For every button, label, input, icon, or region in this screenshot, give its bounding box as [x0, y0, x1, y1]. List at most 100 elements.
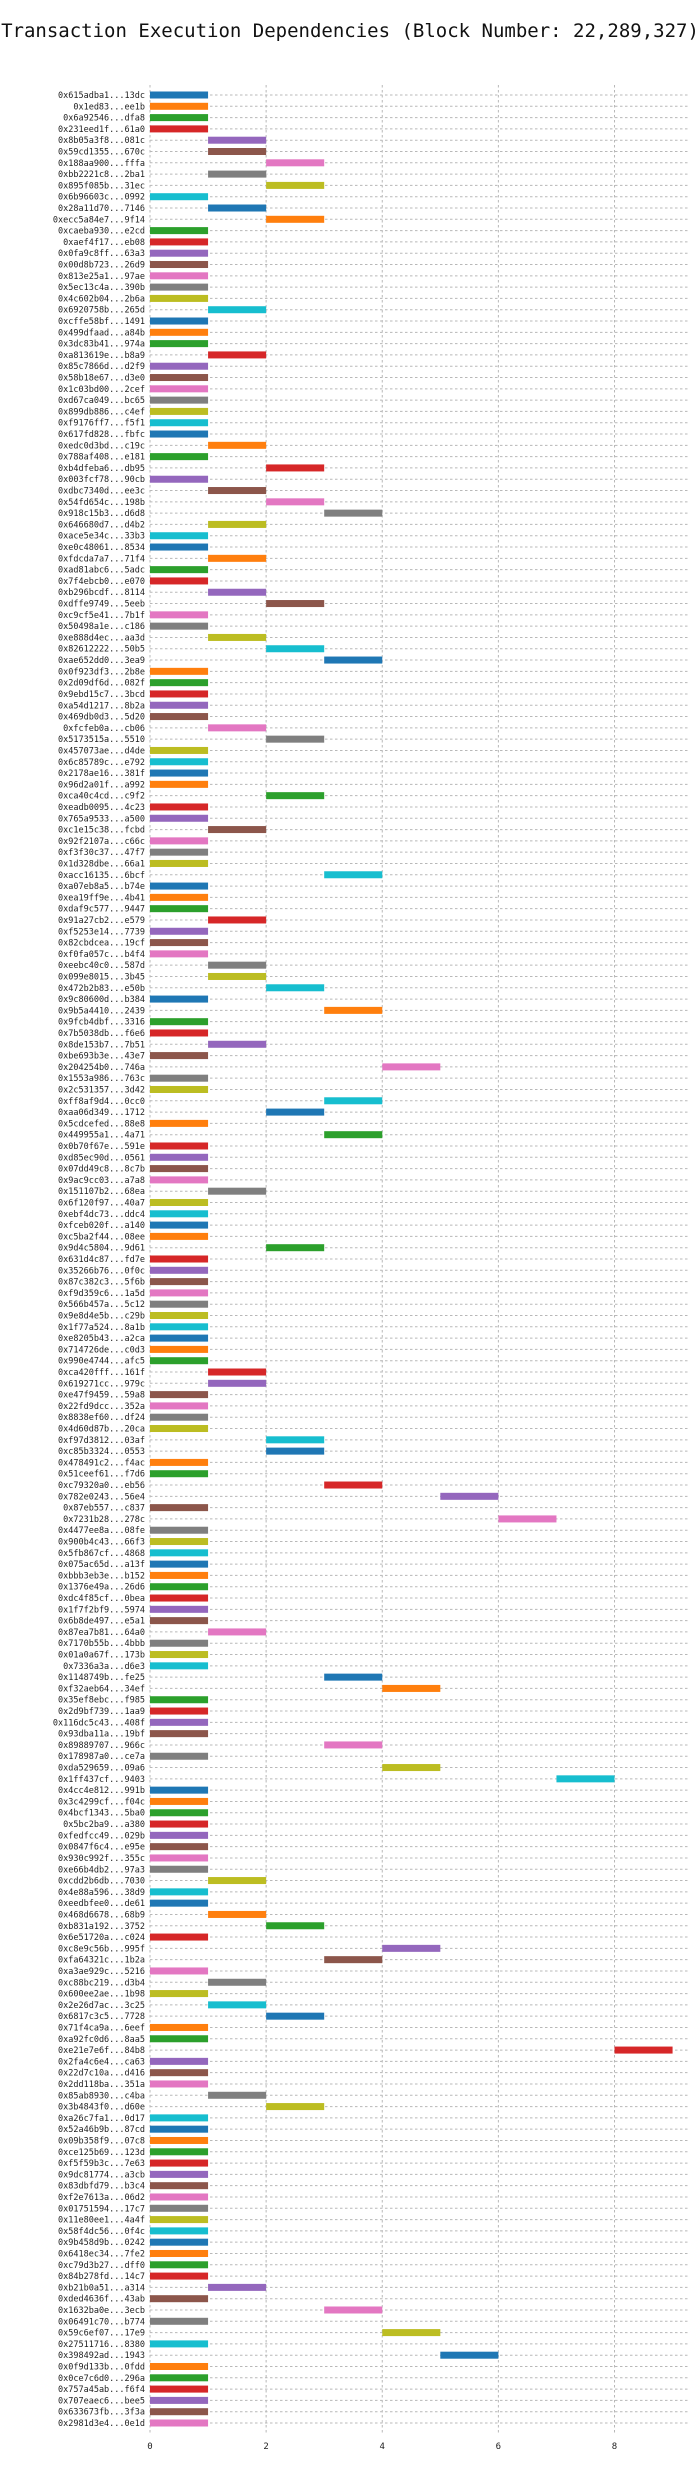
transaction-bar [150, 1255, 209, 1263]
y-tick-label: 0x2dd118ba...351a [58, 2080, 145, 2090]
y-tick-label: 0x6e51720a...c024 [58, 1933, 145, 1943]
y-tick-label: 0x4e88a596...38d9 [58, 1888, 145, 1898]
y-tick-label: 0x231eed1f...61a0 [58, 125, 145, 135]
y-tick-label: 0x7231b28...278c [63, 1515, 145, 1525]
y-tick-label: 0x4d60d87b...20ca [58, 1425, 145, 1435]
transaction-bar [150, 317, 209, 325]
transaction-bar [150, 362, 209, 370]
transaction-bar [150, 859, 209, 867]
y-tick-label: 0x1d328dbe...66a1 [58, 859, 145, 869]
transaction-bar [266, 1922, 325, 1930]
y-tick-label: 0xfdcda7a7...71f4 [58, 554, 145, 564]
transaction-bar [208, 2091, 267, 2099]
y-tick-label: 0x615adba1...13dc [58, 91, 145, 101]
transaction-bar [150, 2385, 209, 2393]
y-tick-label: 0x1c03bd00...2cef [58, 385, 145, 395]
y-tick-label: 0xa07eb8a5...b74e [58, 882, 145, 892]
transaction-bar [150, 543, 209, 551]
y-tick-label: 0xd85ec90d...0561 [58, 1153, 145, 1163]
transaction-bar [266, 181, 325, 189]
y-tick-label: 0x9b458d9b...0242 [58, 2238, 145, 2248]
y-tick-label: 0x0f9d133b...0fdd [58, 2362, 145, 2372]
transaction-bar [150, 2069, 209, 2077]
transaction-bar [150, 1617, 209, 1625]
transaction-bar [150, 713, 209, 721]
transaction-bar [208, 961, 267, 969]
y-tick-label: 0x83dbfd79...b3c4 [58, 2182, 145, 2192]
transaction-bar [150, 905, 209, 913]
transaction-bar [150, 803, 209, 811]
transaction-bar [382, 1063, 441, 1071]
transaction-bar [324, 1956, 383, 1964]
transaction-bar [208, 1040, 267, 1048]
y-tick-label: 0xca420fff...161f [58, 1368, 145, 1378]
transaction-bar [150, 1458, 209, 1466]
transaction-bar [150, 995, 209, 1003]
y-tick-label: 0x1376e49a...26d6 [58, 1583, 145, 1593]
y-tick-label: 0x707eaec6...bee5 [58, 2396, 145, 2406]
transaction-bar [150, 1278, 209, 1286]
y-tick-label: 0x28a11d70...7146 [58, 204, 145, 214]
y-tick-label: 0x449955a1...4a71 [58, 1131, 145, 1141]
transaction-bar [150, 927, 209, 935]
transaction-bar [150, 193, 209, 201]
transaction-bar [150, 1730, 209, 1738]
transaction-bar [150, 1153, 209, 1161]
y-tick-label: 0x1632ba0e...3ecb [58, 2306, 145, 2316]
y-tick-label: 0x9dc81774...a3cb [58, 2170, 145, 2180]
y-tick-label: 0x617fd828...fbfc [58, 430, 145, 440]
transaction-bar [150, 1786, 209, 1794]
transaction-bar [150, 272, 209, 280]
transaction-bar [150, 1142, 209, 1150]
transaction-bar [150, 837, 209, 845]
transaction-bar [266, 159, 325, 167]
y-tick-label: 0xca40c4cd...c9f2 [58, 792, 145, 802]
y-tick-label: 0xe8205b43...a2ca [58, 1334, 145, 1344]
y-tick-label: 0xdffe9749...5eeb [58, 600, 145, 610]
transaction-bar [150, 328, 209, 336]
transaction-bar [150, 1797, 209, 1805]
y-tick-label: 0xa26c7fa1...0d17 [58, 2114, 145, 2124]
transaction-bar [266, 1436, 325, 1444]
y-tick-label: 0xe0c48061...8534 [58, 543, 145, 553]
y-tick-label: 0x9ebd15c7...3bcd [58, 690, 145, 700]
y-tick-label: 0x59cd1355...670c [58, 148, 145, 158]
y-tick-label: 0x6b96603c...0992 [58, 193, 145, 203]
y-tick-label: 0x0ce7c6d0...296a [58, 2374, 145, 2384]
y-tick-label: 0x3b4843f0...d60e [58, 2103, 145, 2113]
y-tick-label: 0xc85b3324...0553 [58, 1447, 145, 1457]
y-tick-label: 0xe66b4db2...97a3 [58, 1865, 145, 1875]
y-tick-label: 0xc79320a0...eb56 [58, 1481, 145, 1491]
y-tick-label: 0x457073ae...d4de [58, 746, 145, 756]
y-tick-label: 0x2e26d7ac...3c25 [58, 2001, 145, 2011]
y-tick-label: 0xbb2221c8...2ba1 [58, 170, 145, 180]
transaction-bar [208, 441, 267, 449]
transaction-bar [150, 1165, 209, 1173]
transaction-bar [324, 1097, 383, 1105]
transaction-bar [440, 2351, 499, 2359]
y-tick-label: 0x1f77a524...8a1b [58, 1323, 145, 1333]
transaction-bar [150, 1029, 209, 1037]
transaction-bar [208, 554, 267, 562]
transaction-bar [266, 464, 325, 472]
y-tick-label: 0x7f4ebcb0...e070 [58, 577, 145, 587]
y-tick-label: 0xebf4dc73...ddc4 [58, 1210, 145, 1220]
y-tick-label: 0x9b5a4410...2439 [58, 1006, 145, 1016]
transaction-bar [266, 1447, 325, 1455]
transaction-bar [150, 2374, 209, 2382]
transaction-bar [208, 633, 267, 641]
transaction-bar [150, 2408, 209, 2416]
transaction-bar [498, 1515, 557, 1523]
y-tick-label: 0x4477ee8a...08fe [58, 1526, 145, 1536]
transaction-bar [150, 690, 209, 698]
y-tick-label: 0xda529659...09a6 [58, 1764, 145, 1774]
y-tick-label: 0xcdd2b6db...7030 [58, 1877, 145, 1887]
y-tick-label: 0xaa06d349...1712 [58, 1108, 145, 1118]
y-tick-label: 0x2c531357...3d42 [58, 1085, 145, 1095]
y-tick-label: 0x50498a1e...c186 [58, 622, 145, 632]
y-tick-label: 0xea19ff9e...4b41 [58, 893, 145, 903]
y-tick-label: 0x5cdcefed...88e8 [58, 1119, 145, 1129]
transaction-bar [150, 261, 209, 269]
transaction-bar [208, 2283, 267, 2291]
y-tick-label: 0xdbc7340d...ee3c [58, 487, 145, 497]
